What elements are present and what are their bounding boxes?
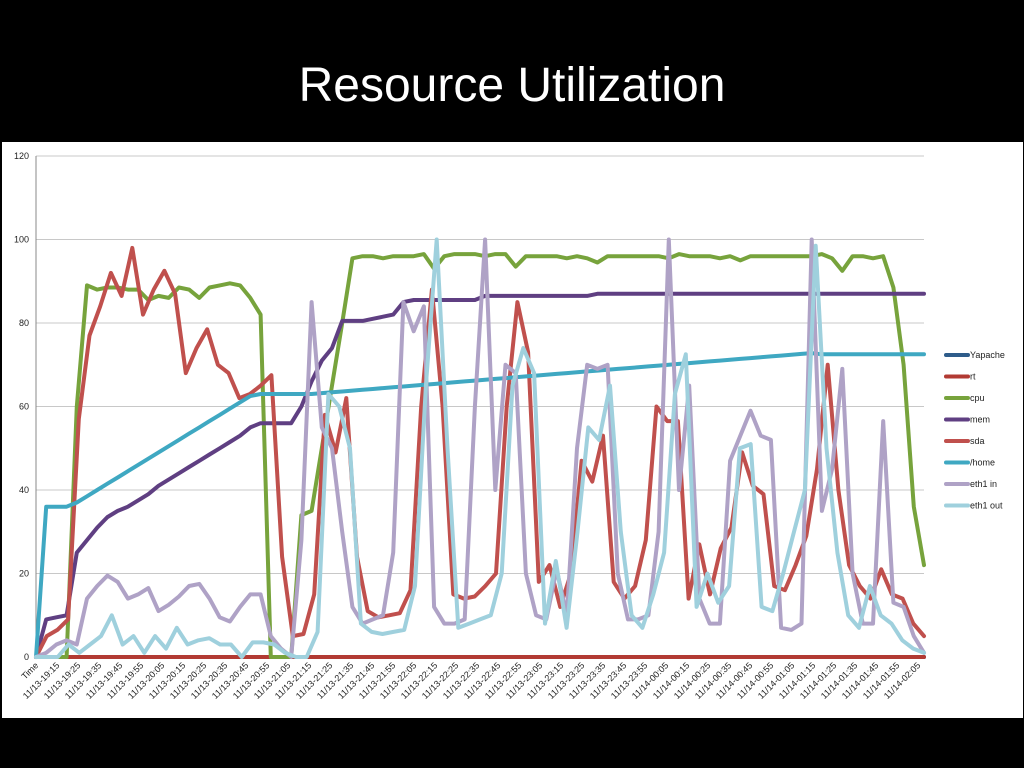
series-line-eth1-out [34, 237, 926, 659]
legend-label: mem [970, 415, 990, 425]
legend-label: rt [970, 372, 976, 382]
series-lines [34, 237, 926, 659]
y-tick-label: 60 [19, 402, 29, 412]
series-line--home [34, 351, 926, 659]
legend-label: eth1 out [970, 501, 1003, 511]
y-tick-label: 100 [14, 235, 29, 245]
legend: Yapache rt cpu mem sda/home eth1 in eth1 out [944, 350, 1005, 511]
series-line-eth1-in [34, 237, 926, 659]
gridlines [36, 155, 924, 574]
x-tick-labels: Time11/13-19:1511/13-19:2511/13-19:3511/… [19, 660, 922, 701]
y-tick-label: 40 [19, 485, 29, 495]
series-line-cpu [34, 252, 926, 659]
y-tick-label: 80 [19, 318, 29, 328]
slide-title: Resource Utilization [298, 59, 726, 112]
y-tick-labels: 0 20 40 60 80 100 120 [14, 151, 29, 662]
line-chart: 0 20 40 60 80 100 120 Time11/13-19:1511/13-19:… [14, 151, 1005, 701]
legend-label: sda [970, 436, 985, 446]
legend-label: Yapache [970, 350, 1005, 360]
y-tick-label: 20 [19, 569, 29, 579]
legend-label: eth1 in [970, 479, 997, 489]
y-tick-label: 120 [14, 151, 29, 161]
legend-label: cpu [970, 393, 985, 403]
legend-label: /home [970, 458, 995, 468]
series-line-sda [34, 245, 926, 659]
y-tick-label: 0 [24, 652, 29, 662]
chart-panel: 0 20 40 60 80 100 120 Time 11/13-19:15 11/13-19:… [2, 142, 1023, 718]
